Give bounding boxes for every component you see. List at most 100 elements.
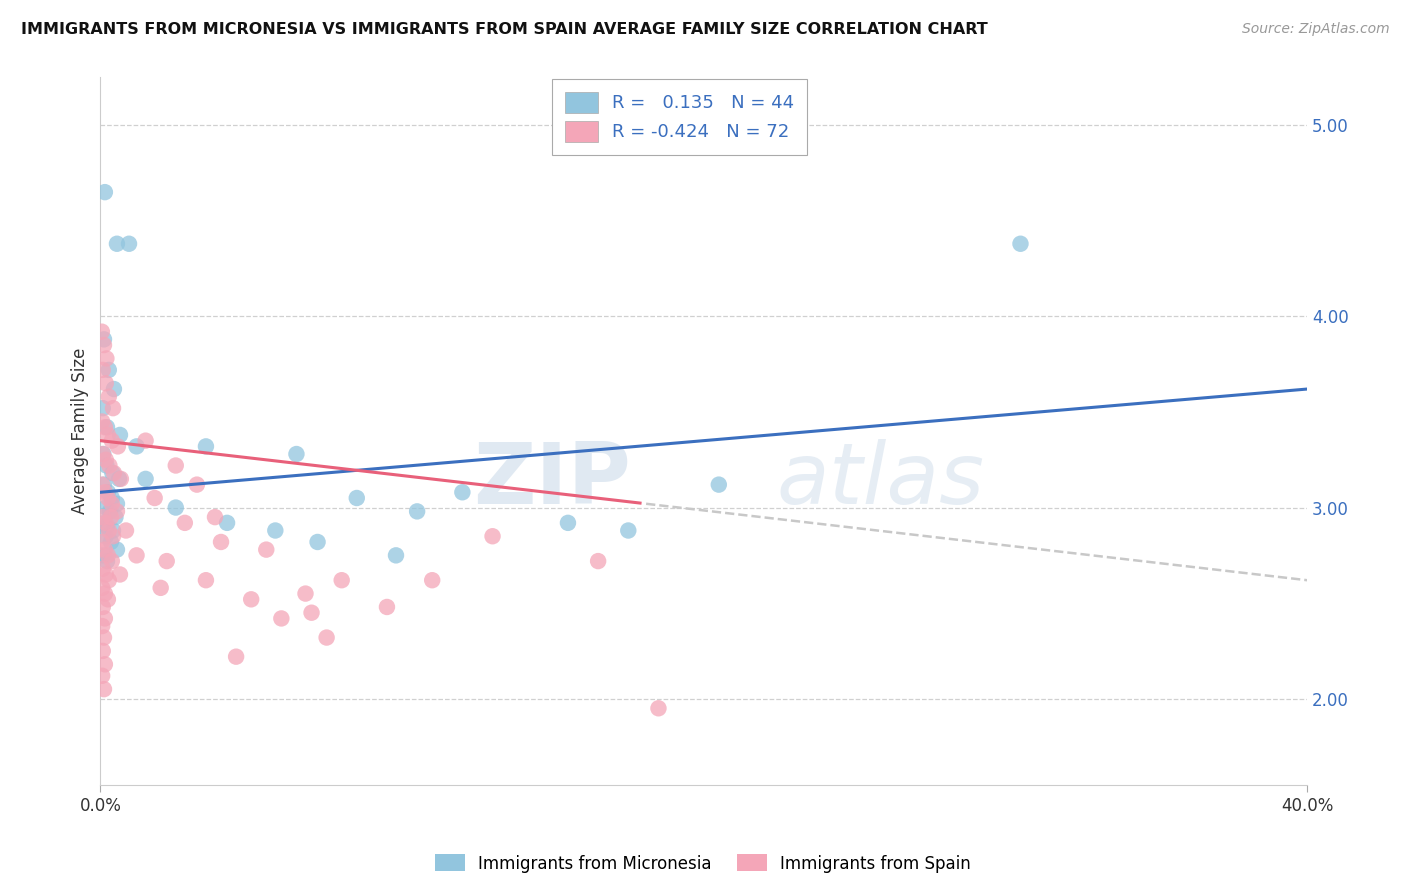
- Point: [557, 516, 579, 530]
- Point: [91, 644, 114, 658]
- Point: [94, 516, 117, 530]
- Point: [254, 542, 277, 557]
- Point: [101, 434, 124, 448]
- Point: [173, 516, 195, 530]
- Point: [93, 332, 115, 346]
- Point: [91, 510, 114, 524]
- Point: [97, 390, 120, 404]
- Point: [107, 439, 129, 453]
- Point: [91, 669, 114, 683]
- Point: [94, 500, 117, 515]
- Point: [375, 599, 398, 614]
- Point: [385, 549, 408, 563]
- Point: [91, 401, 114, 416]
- Point: [101, 401, 124, 416]
- Point: [94, 586, 117, 600]
- Point: [96, 458, 118, 473]
- Point: [103, 382, 125, 396]
- Point: [94, 567, 117, 582]
- Point: [307, 535, 329, 549]
- Point: [156, 554, 179, 568]
- Point: [647, 701, 669, 715]
- Point: [194, 439, 217, 453]
- Point: [97, 428, 120, 442]
- Point: [91, 599, 114, 614]
- Point: [97, 524, 120, 538]
- Text: IMMIGRANTS FROM MICRONESIA VS IMMIGRANTS FROM SPAIN AVERAGE FAMILY SIZE CORRELAT: IMMIGRANTS FROM MICRONESIA VS IMMIGRANTS…: [21, 22, 988, 37]
- Point: [91, 415, 114, 429]
- Point: [97, 485, 120, 500]
- Point: [94, 185, 117, 199]
- Point: [105, 236, 128, 251]
- Point: [108, 472, 131, 486]
- Point: [118, 236, 141, 251]
- Point: [481, 529, 503, 543]
- Point: [93, 447, 115, 461]
- Point: [101, 466, 124, 480]
- Point: [100, 535, 122, 549]
- Point: [91, 447, 114, 461]
- Point: [96, 351, 118, 366]
- Point: [94, 611, 117, 625]
- Point: [294, 586, 316, 600]
- Point: [165, 500, 187, 515]
- Point: [108, 428, 131, 442]
- Point: [101, 554, 124, 568]
- Point: [101, 491, 124, 505]
- Point: [1010, 236, 1032, 251]
- Point: [91, 363, 114, 377]
- Point: [451, 485, 474, 500]
- Y-axis label: Average Family Size: Average Family Size: [72, 348, 89, 515]
- Point: [93, 549, 115, 563]
- Point: [707, 477, 730, 491]
- Text: atlas: atlas: [776, 439, 984, 522]
- Point: [264, 524, 287, 538]
- Point: [315, 631, 337, 645]
- Point: [346, 491, 368, 505]
- Point: [125, 549, 148, 563]
- Point: [330, 573, 353, 587]
- Point: [93, 516, 115, 530]
- Point: [194, 573, 217, 587]
- Text: ZIP: ZIP: [474, 439, 631, 522]
- Point: [97, 573, 120, 587]
- Point: [105, 504, 128, 518]
- Point: [110, 472, 132, 486]
- Point: [125, 439, 148, 453]
- Point: [135, 472, 157, 486]
- Point: [94, 542, 117, 557]
- Point: [94, 485, 117, 500]
- Point: [91, 562, 114, 576]
- Point: [97, 549, 120, 563]
- Point: [93, 631, 115, 645]
- Point: [97, 363, 120, 377]
- Point: [91, 477, 114, 491]
- Point: [115, 524, 138, 538]
- Point: [96, 420, 118, 434]
- Point: [93, 338, 115, 352]
- Point: [101, 529, 124, 543]
- Point: [96, 554, 118, 568]
- Point: [301, 606, 323, 620]
- Point: [94, 420, 117, 434]
- Point: [204, 510, 226, 524]
- Point: [100, 510, 122, 524]
- Point: [209, 535, 232, 549]
- Point: [143, 491, 166, 505]
- Point: [94, 452, 117, 467]
- Point: [96, 519, 118, 533]
- Point: [103, 466, 125, 480]
- Point: [91, 535, 114, 549]
- Point: [135, 434, 157, 448]
- Point: [186, 477, 208, 491]
- Point: [94, 657, 117, 672]
- Point: [270, 611, 292, 625]
- Point: [98, 504, 121, 518]
- Point: [90, 325, 112, 339]
- Point: [91, 619, 114, 633]
- Point: [105, 497, 128, 511]
- Point: [240, 592, 263, 607]
- Point: [285, 447, 308, 461]
- Text: Source: ZipAtlas.com: Source: ZipAtlas.com: [1241, 22, 1389, 37]
- Point: [420, 573, 443, 587]
